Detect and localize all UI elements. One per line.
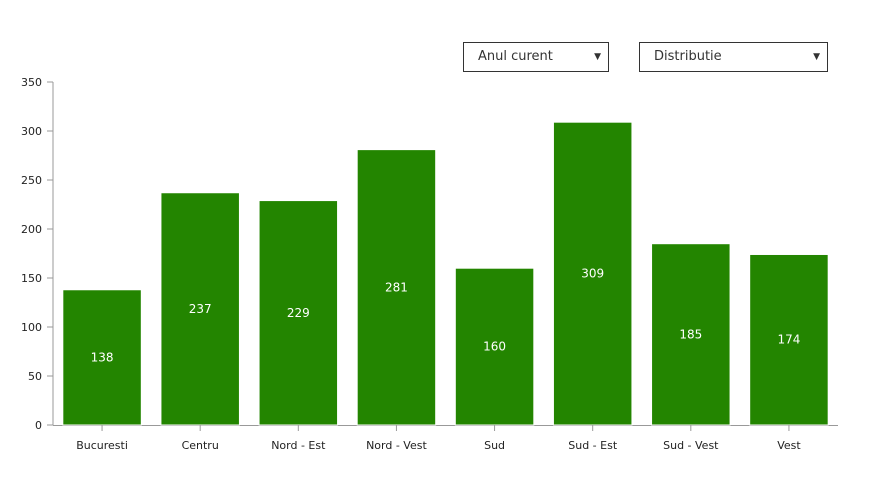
chart-type-select[interactable]: Distributie ▼ (639, 42, 828, 72)
chart-type-select-value: Distributie (654, 49, 722, 64)
bar[interactable] (749, 253, 829, 426)
y-tick-label: 350 (21, 76, 42, 89)
y-tick-label: 50 (28, 370, 42, 383)
bar-value-label: 160 (483, 340, 506, 354)
x-tick-label: Bucuresti (76, 439, 128, 452)
x-tick-label: Vest (777, 439, 801, 452)
y-tick-label: 0 (35, 419, 42, 432)
x-tick-label: Sud (484, 439, 505, 452)
bar[interactable] (160, 192, 240, 426)
caret-down-icon: ▼ (813, 52, 820, 62)
x-tick-label: Nord - Vest (366, 439, 427, 452)
bar[interactable] (454, 267, 535, 426)
bar[interactable] (356, 149, 437, 426)
year-select-value: Anul curent (478, 49, 553, 64)
bar-value-label: 237 (189, 302, 212, 316)
y-tick-label: 150 (21, 272, 42, 285)
bar[interactable] (552, 121, 633, 426)
y-tick-label: 200 (21, 223, 42, 236)
bar-value-label: 138 (91, 350, 114, 364)
bar-value-label: 281 (385, 280, 408, 294)
x-tick-label: Nord - Est (271, 439, 326, 452)
bar-value-label: 174 (777, 333, 800, 347)
bar-value-label: 309 (581, 267, 604, 281)
bar[interactable] (62, 289, 142, 426)
year-select[interactable]: Anul curent ▼ (463, 42, 609, 72)
x-tick-label: Centru (182, 439, 219, 452)
x-tick-label: Sud - Vest (663, 439, 719, 452)
bar[interactable] (651, 243, 731, 426)
y-tick-label: 100 (21, 321, 42, 334)
y-tick-label: 250 (21, 174, 42, 187)
x-tick-label: Sud - Est (568, 439, 618, 452)
bar-value-label: 229 (287, 306, 310, 320)
bar-value-label: 185 (679, 327, 702, 341)
y-tick-label: 300 (21, 125, 42, 138)
bar[interactable] (258, 200, 339, 426)
caret-down-icon: ▼ (594, 52, 601, 62)
